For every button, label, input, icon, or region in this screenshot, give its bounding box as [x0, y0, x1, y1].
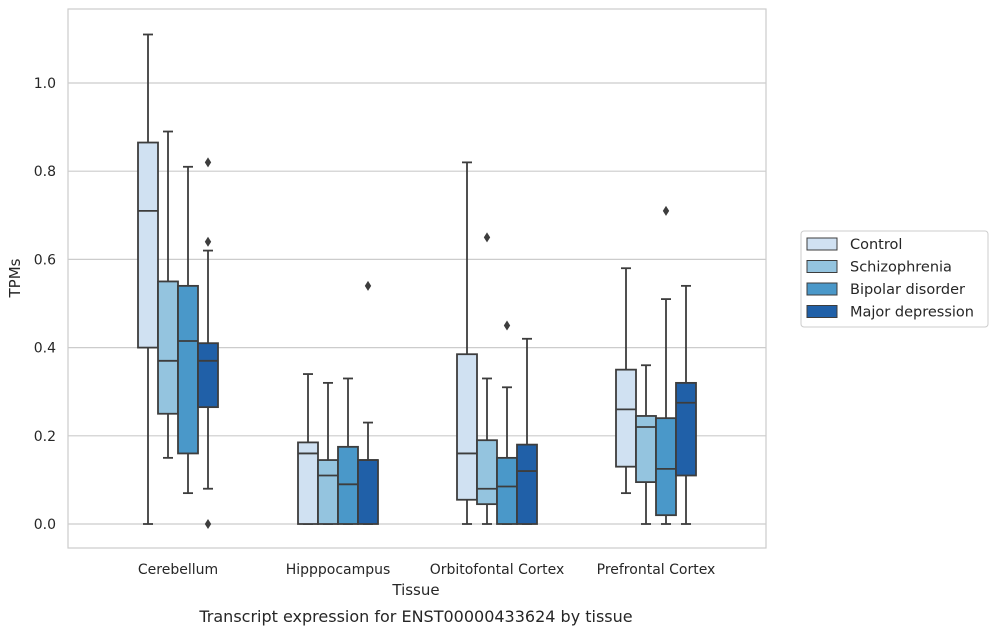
legend: Control Schizophrenia Bipolar disorder Majo…: [800, 230, 989, 328]
outlier-point: [364, 280, 372, 291]
outlier-point: [503, 320, 511, 331]
x-tick-label: Hipppocampus: [286, 562, 391, 578]
y-tick-label: 0.2: [34, 429, 56, 445]
box-body: [297, 441, 319, 525]
box-control: [456, 161, 478, 525]
box-body: [177, 284, 199, 455]
legend-frame: [800, 230, 989, 328]
box-body: [635, 415, 657, 484]
box-body: [337, 445, 359, 525]
box-body: [317, 459, 339, 525]
box-body: [615, 368, 637, 468]
box-major-depression: [197, 157, 219, 529]
x-tick-label: Cerebellum: [138, 562, 218, 578]
box-major-depression: [516, 337, 538, 525]
box-control: [137, 33, 159, 525]
outlier-point: [204, 519, 212, 529]
x-axis-label: Tissue: [391, 581, 439, 599]
legend-entry-label: Control: [850, 237, 902, 253]
box-schizophrenia: [635, 364, 657, 525]
y-tick-label: 0.4: [34, 341, 56, 357]
box-body: [157, 280, 179, 415]
legend-entry-label: Major depression: [850, 305, 974, 321]
box-body: [456, 353, 478, 501]
box-schizophrenia: [476, 232, 498, 525]
box-major-depression: [357, 280, 379, 525]
outlier-point: [662, 205, 670, 216]
box-body: [357, 459, 379, 525]
box-body: [476, 439, 498, 506]
boxes: [137, 33, 697, 529]
box-body: [496, 456, 518, 525]
legend-swatch: [806, 237, 838, 251]
x-axis-ticks: Cerebellum Hipppocampus Orbitofontal Corte…: [138, 562, 715, 578]
y-axis-ticks: 0.0 0.2 0.4 0.6 0.8 1.0: [34, 76, 56, 533]
y-tick-label: 0.8: [34, 164, 56, 180]
x-tick-label: Prefrontal Cortex: [597, 562, 716, 578]
box-schizophrenia: [157, 130, 179, 459]
outlier-point: [483, 232, 491, 243]
box-schizophrenia: [317, 381, 339, 525]
box-bipolar-disorder: [337, 377, 359, 525]
box-bipolar-disorder: [177, 165, 199, 495]
box-control: [297, 373, 319, 525]
outlier-point: [204, 236, 212, 247]
outlier-point: [204, 157, 212, 168]
box-body: [675, 381, 697, 477]
legend-entry-label: Bipolar disorder: [850, 282, 965, 298]
box-body: [516, 443, 538, 525]
box-bipolar-disorder: [655, 205, 677, 525]
box-body: [655, 417, 677, 517]
x-tick-label: Orbitofontal Cortex: [430, 562, 565, 578]
chart-caption: Transcript expression for ENST0000043362…: [198, 607, 632, 626]
legend-swatch: [806, 305, 838, 318]
box-control: [615, 267, 637, 495]
plot-area: [67, 8, 767, 549]
y-tick-label: 0.6: [34, 252, 56, 268]
legend-swatch: [806, 260, 838, 273]
legend-entry-label: Schizophrenia: [850, 260, 952, 276]
box-body: [197, 342, 219, 409]
y-tick-label: 1.0: [34, 76, 56, 92]
box-body: [137, 141, 159, 349]
box-major-depression: [675, 284, 697, 525]
y-axis-label: TPMs: [6, 258, 24, 298]
legend-swatch: [806, 282, 838, 296]
box-bipolar-disorder: [496, 320, 518, 525]
y-tick-label: 0.0: [34, 517, 56, 533]
